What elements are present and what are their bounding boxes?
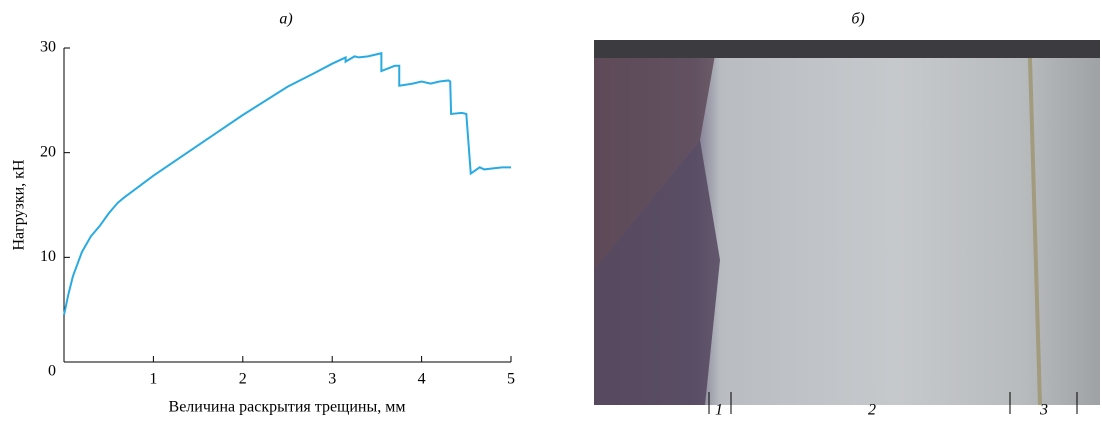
y-tick-label: 0: [48, 363, 56, 380]
x-axis-label: Величина раскрытия трещины, мм: [169, 399, 406, 416]
data-line: [64, 53, 511, 315]
y-tick-label: 20: [40, 143, 56, 160]
x-tick-label: 1: [149, 371, 157, 388]
photo-caption: б): [851, 11, 864, 28]
zone-label: 2: [868, 402, 876, 419]
x-tick-label: 5: [507, 371, 515, 388]
photo: б) 1 2 3: [594, 11, 1100, 419]
x-tick-label: 2: [239, 371, 247, 388]
zone-label: 1: [715, 402, 723, 419]
y-tick-label: 10: [40, 248, 56, 265]
y-axis-label: Нагрузки, кН: [11, 159, 28, 250]
figure: а) Величина раскрытия трещины, мм Нагруз…: [0, 0, 1102, 419]
photo-edge: [594, 40, 1100, 58]
y-tick-label: 30: [40, 39, 56, 56]
x-tick-label: 3: [328, 371, 336, 388]
plot: 0 10 20 30 1 2 3 4 5: [40, 39, 515, 388]
zone-label: 3: [1039, 402, 1048, 419]
chart-title: а): [279, 11, 292, 28]
x-tick-label: 4: [418, 371, 426, 388]
